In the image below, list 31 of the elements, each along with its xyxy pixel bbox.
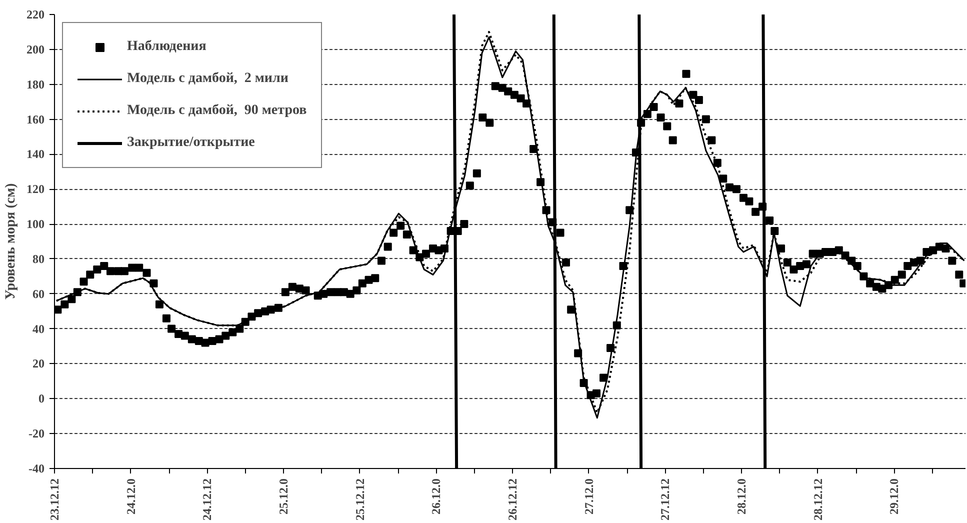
y-tick-label: 60 [32,286,44,301]
y-tick-label: -20 [28,426,45,441]
y-tick-label: -40 [28,462,45,476]
legend-label: Закрытие/открытие [127,135,255,151]
y-tick-label: 140 [26,147,44,162]
y-tick-label: 40 [32,322,44,336]
x-tick-label: 25.12.0 [276,478,291,514]
y-tick-label: 80 [32,252,44,266]
y-tick-label: 20 [32,356,44,371]
legend-label: Модель с дамбой, 90 метров [127,103,307,119]
y-axis-title: Уровень моря (см) [4,182,18,300]
x-tick-label: 26.12.12 [506,478,520,520]
x-tick-label: 26.12.0 [429,478,444,514]
x-tick-label: 27.12.12 [658,478,672,520]
x-tick-label: 24.12.0 [124,478,138,514]
x-tick-label: 28.12.0 [734,478,749,514]
y-tick-label: 100 [26,217,44,232]
x-tick-label: 28.12.12 [810,478,825,520]
x-tick-label: 23.12.12 [48,478,62,520]
legend-label: Модель с дамбой, 2 мили [127,71,288,87]
x-tick-label: 29.12.0 [887,478,902,514]
y-tick-label: 120 [26,182,44,196]
legend-label: Наблюдения [127,39,206,55]
y-tick-label: 0 [38,392,44,406]
y-tick-label: 200 [26,42,44,56]
x-tick-label: 25.12.12 [352,478,367,520]
y-tick-label: 220 [26,8,44,22]
x-tick-label: 24.12.12 [200,478,214,520]
y-tick-label: 180 [26,77,44,92]
x-tick-label: 27.12.0 [582,478,596,514]
y-tick-label: 160 [26,112,44,126]
